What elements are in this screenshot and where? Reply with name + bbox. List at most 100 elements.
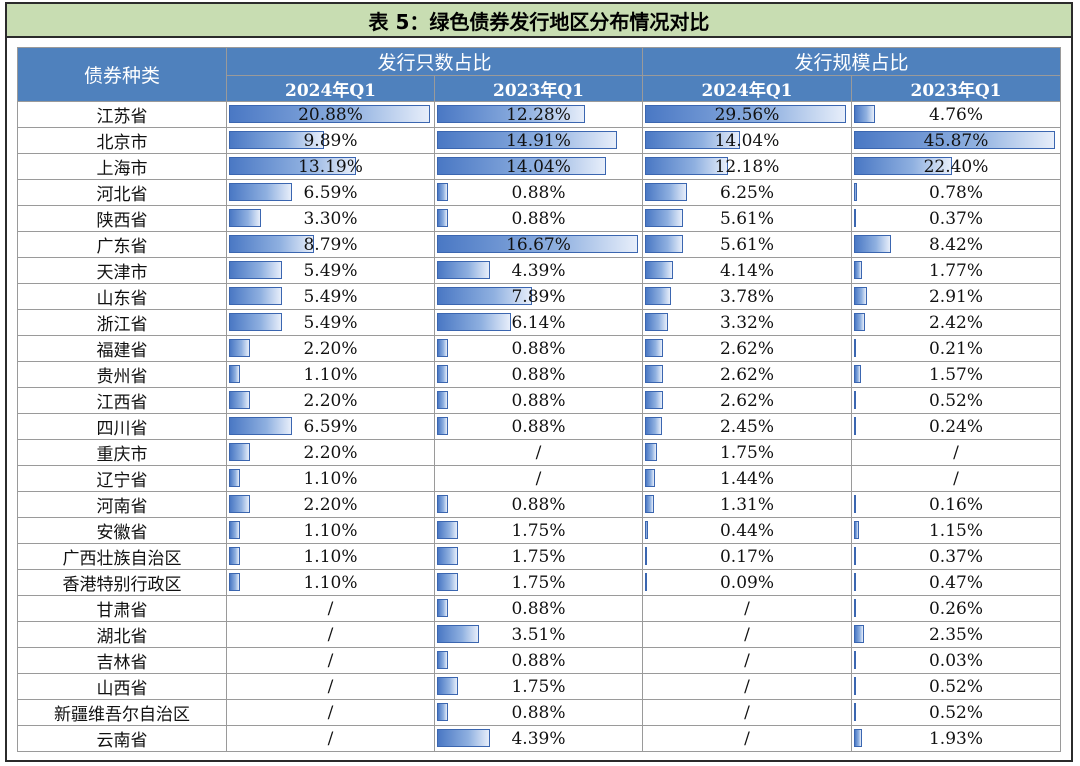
data-bar: [854, 521, 860, 539]
count-2024-cell: /: [226, 699, 435, 726]
scale-2023-cell: 0.37%: [851, 205, 1061, 232]
value-text: /: [744, 624, 750, 645]
count-2024-cell: 2.20%: [226, 387, 435, 414]
scale-2024-cell: /: [642, 621, 852, 648]
value-text: 0.52%: [928, 390, 983, 411]
scale-2023-cell: 0.24%: [851, 413, 1061, 440]
data-bar: [854, 703, 857, 721]
count-2024-cell: /: [226, 673, 435, 700]
data-bar: [645, 157, 728, 175]
table-row: 云南省 / 4.39% / 1.93%: [17, 725, 1061, 752]
value-text: 0.03%: [928, 650, 983, 671]
data-bar: [854, 729, 863, 747]
data-bar: [437, 105, 586, 123]
scale-2023-cell: 2.42%: [851, 309, 1061, 336]
scale-2023-cell: 0.47%: [851, 569, 1061, 596]
data-bar: [229, 235, 314, 253]
value-text: 1.93%: [928, 728, 983, 749]
value-text: 2.62%: [719, 364, 774, 385]
region-cell: 安徽省: [17, 517, 227, 544]
data-bar: [229, 287, 282, 305]
data-bar: [854, 313, 865, 331]
value-text: 6.25%: [719, 182, 774, 203]
value-text: 5.49%: [303, 260, 358, 281]
table-row: 山东省 5.49% 7.89% 3.78% 2.91%: [17, 283, 1061, 310]
count-2023-cell: 1.75%: [434, 569, 643, 596]
value-text: 0.47%: [928, 572, 983, 593]
data-bar: [229, 339, 251, 357]
value-text: 1.57%: [928, 364, 983, 385]
value-text: 1.75%: [511, 520, 566, 541]
table-row: 山西省 / 1.75% / 0.52%: [17, 673, 1061, 700]
scale-2024-cell: 2.45%: [642, 413, 852, 440]
value-text: 3.32%: [719, 312, 774, 333]
scale-2023-cell: 0.52%: [851, 387, 1061, 414]
region-cell: 辽宁省: [17, 465, 227, 492]
value-text: 0.44%: [719, 520, 774, 541]
value-text: 3.30%: [303, 208, 358, 229]
value-text: 45.87%: [923, 130, 989, 151]
count-2024-cell: 1.10%: [226, 361, 435, 388]
table-row: 北京市 9.89% 14.91% 14.04% 45.87%: [17, 127, 1061, 154]
data-bar: [854, 599, 856, 617]
value-text: 0.88%: [511, 182, 566, 203]
data-bar: [437, 417, 448, 435]
data-bar: [645, 391, 663, 409]
region-cell: 云南省: [17, 725, 227, 752]
scale-2023-cell: 1.77%: [851, 257, 1061, 284]
count-2024-cell: 9.89%: [226, 127, 435, 154]
count-2024-cell: /: [226, 595, 435, 622]
value-text: 1.75%: [511, 572, 566, 593]
scale-2024-cell: /: [642, 647, 852, 674]
value-text: 5.49%: [303, 286, 358, 307]
table-row: 上海市 13.19% 14.04% 12.18% 22.40%: [17, 153, 1061, 180]
data-bar: [229, 365, 240, 383]
table-row: 新疆维吾尔自治区 / 0.88% / 0.52%: [17, 699, 1061, 726]
scale-2023-cell: 4.76%: [851, 101, 1061, 128]
count-2023-cell: 16.67%: [434, 231, 643, 258]
region-cell: 山西省: [17, 673, 227, 700]
value-text: 1.75%: [511, 546, 566, 567]
data-bar: [437, 547, 459, 565]
value-text: 0.88%: [511, 390, 566, 411]
table-row: 四川省 6.59% 0.88% 2.45% 0.24%: [17, 413, 1061, 440]
scale-2024-cell: /: [642, 725, 852, 752]
value-text: 0.88%: [511, 494, 566, 515]
data-bar: [854, 261, 862, 279]
data-bar: [854, 573, 857, 591]
table-row: 甘肃省 / 0.88% / 0.26%: [17, 595, 1061, 622]
table-row: 香港特别行政区 1.10% 1.75% 0.09% 0.47%: [17, 569, 1061, 596]
scale-2024-cell: 1.44%: [642, 465, 852, 492]
region-cell: 新疆维吾尔自治区: [17, 699, 227, 726]
count-2023-cell: 0.88%: [434, 205, 643, 232]
data-bar: [437, 365, 448, 383]
value-text: 0.52%: [928, 702, 983, 723]
table-row: 福建省 2.20% 0.88% 2.62% 0.21%: [17, 335, 1061, 362]
value-text: 0.88%: [511, 208, 566, 229]
data-bar: [437, 703, 448, 721]
data-bar: [645, 209, 684, 227]
scale-2023-cell: 1.57%: [851, 361, 1061, 388]
value-text: 6.59%: [303, 416, 358, 437]
count-2024-cell: 1.10%: [226, 543, 435, 570]
count-2024-cell: /: [226, 647, 435, 674]
count-2024-cell: /: [226, 621, 435, 648]
value-text: 1.77%: [928, 260, 983, 281]
value-text: 0.88%: [511, 702, 566, 723]
value-text: /: [744, 676, 750, 697]
region-cell: 江苏省: [17, 101, 227, 128]
region-cell: 贵州省: [17, 361, 227, 388]
value-text: 2.20%: [303, 390, 358, 411]
count-2023-cell: 4.39%: [434, 725, 643, 752]
value-text: 0.21%: [928, 338, 983, 359]
data-bar: [229, 313, 282, 331]
region-cell: 湖北省: [17, 621, 227, 648]
count-2023-cell: /: [434, 465, 643, 492]
value-text: 0.16%: [928, 494, 983, 515]
scale-2023-cell: 1.15%: [851, 517, 1061, 544]
header-count-2024: 2024年Q1: [226, 75, 435, 102]
value-text: /: [327, 598, 334, 619]
value-text: 4.39%: [511, 260, 566, 281]
table-row: 河北省 6.59% 0.88% 6.25% 0.78%: [17, 179, 1061, 206]
count-2023-cell: 14.04%: [434, 153, 643, 180]
